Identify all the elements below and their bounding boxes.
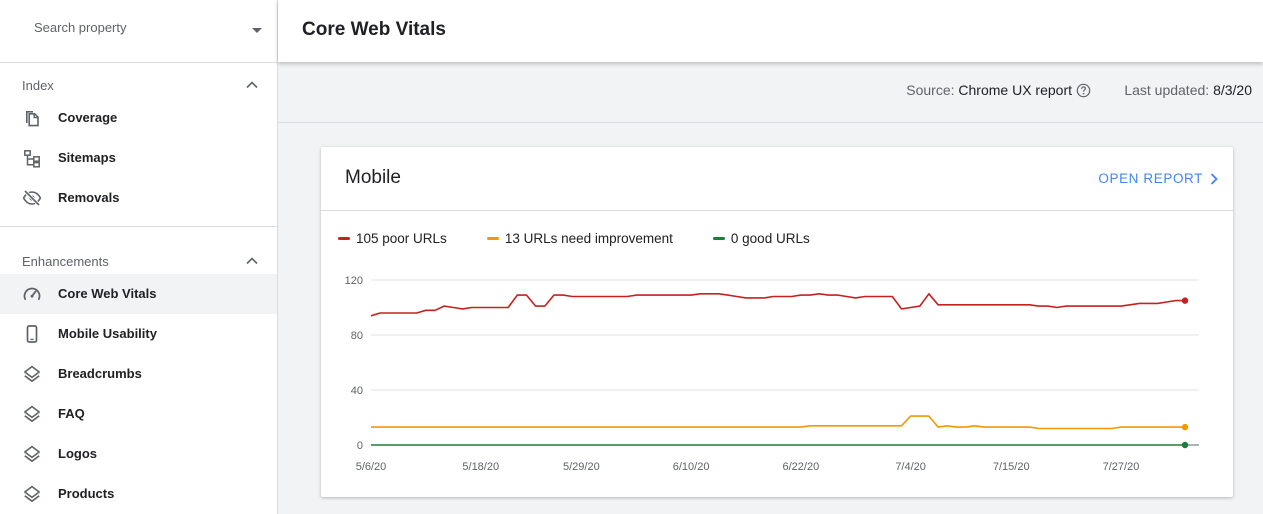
series-endpoint-2[interactable]	[1181, 441, 1189, 449]
updated-value: 8/3/20	[1213, 82, 1252, 98]
sidebar-item-label: Products	[58, 486, 115, 501]
divider	[0, 226, 277, 227]
legend-item-poor[interactable]: 105 poor URLs	[338, 231, 447, 246]
sidebar-item-label: Logos	[58, 446, 97, 461]
y-tick-label: 40	[351, 385, 363, 397]
legend-item-good[interactable]: 0 good URLs	[712, 231, 810, 246]
open-report-button[interactable]: OPEN REPORT	[1098, 171, 1219, 186]
sidebar-item-faq[interactable]: FAQ	[0, 394, 277, 434]
sitemaps-icon	[24, 150, 40, 168]
x-tick-label: 5/6/20	[356, 461, 387, 473]
chart-legend: 105 poor URLs 13 URLs need improvement 0…	[338, 231, 850, 246]
sidebar-item-mobile-usability[interactable]: Mobile Usability	[0, 314, 277, 354]
sidebar-item-label: Breadcrumbs	[58, 366, 142, 381]
legend-label: 13 URLs need improvement	[504, 231, 673, 246]
removals-icon	[22, 189, 42, 207]
section-label: Enhancements	[22, 254, 109, 269]
legend-item-needs-improvement[interactable]: 13 URLs need improvement	[486, 231, 673, 246]
y-tick-label: 120	[345, 275, 363, 287]
card-divider	[321, 210, 1233, 211]
layers-icon	[24, 445, 40, 462]
section-label: Index	[22, 78, 54, 93]
source-label: Source:	[906, 82, 955, 98]
x-tick-label: 7/4/20	[895, 461, 926, 473]
card-title: Mobile	[345, 167, 401, 188]
divider	[0, 62, 277, 63]
series-line-1	[371, 415, 1185, 430]
speedometer-icon	[23, 287, 41, 301]
layers-icon	[24, 485, 40, 502]
y-tick-label: 0	[357, 440, 363, 452]
chevron-up-icon[interactable]	[245, 78, 259, 92]
layers-icon	[24, 365, 40, 382]
section-header-enhancements[interactable]: Enhancements	[0, 244, 277, 280]
x-tick-label: 5/18/20	[462, 461, 499, 473]
sidebar-item-label: FAQ	[58, 406, 85, 421]
coverage-icon	[26, 111, 39, 127]
section-header-index[interactable]: Index	[0, 68, 277, 104]
mobile-report-card: Mobile OPEN REPORT 105 poor URLs 13 URLs…	[321, 147, 1233, 497]
help-icon[interactable]	[1076, 83, 1091, 98]
property-search[interactable]: Search property	[0, 0, 277, 56]
x-tick-label: 6/22/20	[783, 461, 820, 473]
x-tick-label: 7/15/20	[993, 461, 1030, 473]
page-title: Core Web Vitals	[302, 19, 446, 40]
info-bar: Source: Chrome UX report Last updated: 8…	[278, 62, 1263, 123]
series-line-0	[370, 292, 1185, 317]
page-header: Core Web Vitals	[278, 0, 1263, 62]
legend-swatch	[338, 237, 350, 240]
sidebar-item-label: Core Web Vitals	[58, 286, 157, 301]
sidebar-item-logos[interactable]: Logos	[0, 434, 277, 474]
sidebar-item-sitemaps[interactable]: Sitemaps	[0, 138, 277, 178]
open-report-label: OPEN REPORT	[1098, 171, 1203, 186]
sidebar-item-core-web-vitals[interactable]: Core Web Vitals	[0, 274, 277, 314]
legend-label: 105 poor URLs	[356, 231, 447, 246]
dropdown-caret-icon[interactable]	[252, 28, 262, 33]
x-tick-label: 7/27/20	[1103, 461, 1140, 473]
sidebar-item-label: Mobile Usability	[58, 326, 157, 341]
sidebar-item-label: Removals	[58, 190, 120, 205]
chevron-right-icon	[1210, 172, 1218, 185]
source-value: Chrome UX report	[958, 82, 1072, 98]
sidebar-item-label: Sitemaps	[58, 150, 116, 165]
series-endpoint-1[interactable]	[1181, 423, 1189, 431]
legend-swatch	[712, 237, 725, 240]
x-tick-label: 6/10/20	[673, 461, 710, 473]
search-placeholder: Search property	[34, 20, 127, 35]
sidebar-item-breadcrumbs[interactable]: Breadcrumbs	[0, 354, 277, 394]
sidebar-item-label: Coverage	[58, 110, 118, 125]
updated-label: Last updated:	[1124, 82, 1210, 98]
y-tick-label: 80	[351, 330, 363, 342]
sidebar-item-coverage[interactable]: Coverage	[0, 98, 277, 138]
legend-swatch	[486, 237, 499, 240]
phone-icon	[26, 325, 38, 343]
chevron-up-icon[interactable]	[245, 254, 259, 268]
layers-icon	[24, 405, 40, 422]
x-tick-label: 5/29/20	[563, 461, 600, 473]
sidebar-item-products[interactable]: Products	[0, 474, 277, 514]
sidebar-item-removals[interactable]: Removals	[0, 178, 277, 218]
urls-over-time-chart: 0 40 80 120 5/6/20 5/18/20 5/29/20 6/10/20 6/22/…	[345, 275, 1199, 473]
source-info: Source: Chrome UX report	[906, 82, 1091, 98]
sidebar: Search property Index Coverage Sitemaps …	[0, 0, 278, 514]
series-endpoint-0[interactable]	[1181, 297, 1189, 304]
legend-label: 0 good URLs	[730, 231, 810, 246]
last-updated: Last updated: 8/3/20	[1124, 82, 1252, 98]
